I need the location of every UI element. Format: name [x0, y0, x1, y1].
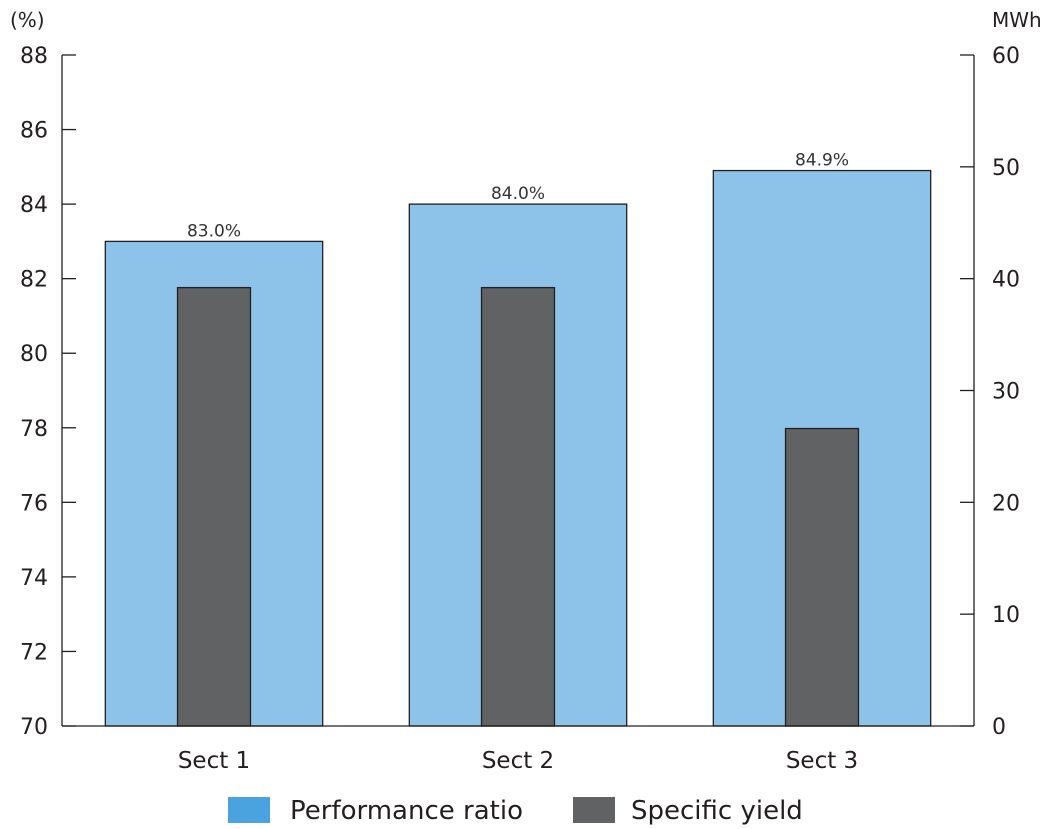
specific-yield-bar — [176, 286, 252, 727]
legend-label: Performance ratio — [290, 796, 523, 826]
right-axis-unit: MWh — [992, 8, 1042, 32]
left-tick-label: 88 — [20, 44, 48, 69]
performance-ratio-data-label: 84.9% — [795, 151, 849, 171]
left-tick-label: 72 — [20, 640, 48, 665]
right-tick-label: 40 — [992, 268, 1020, 293]
right-tick-label: 50 — [992, 156, 1020, 181]
left-tick-label: 86 — [20, 119, 48, 144]
category-label: Sect 3 — [786, 748, 858, 774]
category-labels: Sect 1 Sect 2 Sect 3 — [178, 748, 858, 774]
legend-swatch — [228, 797, 270, 823]
legend: Performance ratio Specific yield — [228, 796, 803, 826]
left-axis-ticks: 70 72 74 76 78 80 82 84 86 88 — [20, 44, 76, 740]
category-label: Sect 2 — [482, 748, 554, 774]
right-tick-label: 10 — [992, 603, 1020, 628]
legend-swatch — [573, 797, 615, 823]
left-tick-label: 82 — [20, 268, 48, 293]
left-tick-label: 78 — [20, 417, 48, 442]
category-label: Sect 1 — [178, 748, 250, 774]
right-tick-label: 30 — [992, 380, 1020, 405]
performance-ratio-data-label: 84.0% — [491, 184, 545, 204]
specific-yield-bar — [784, 427, 860, 727]
left-tick-label: 74 — [20, 566, 48, 591]
legend-item-specific-yield: Specific yield — [573, 796, 803, 826]
data-labels-layer: 83.0% 84.0% 84.9% — [187, 151, 849, 242]
left-tick-label: 76 — [20, 491, 48, 516]
legend-label: Specific yield — [631, 796, 803, 826]
plot-area: 83.0% 84.0% 84.9% 70 72 74 76 78 80 82 84 86 88 0 10… — [20, 44, 1020, 774]
performance-ratio-data-label: 83.0% — [187, 221, 241, 241]
left-tick-label: 84 — [20, 193, 48, 218]
left-tick-label: 70 — [20, 715, 48, 740]
right-tick-label: 20 — [992, 491, 1020, 516]
right-tick-label: 0 — [992, 715, 1006, 740]
right-tick-label: 60 — [992, 44, 1020, 69]
left-axis-unit: (%) — [10, 8, 45, 32]
specific-yield-bar — [480, 286, 556, 727]
left-tick-label: 80 — [20, 342, 48, 367]
bars-layer — [104, 169, 932, 727]
right-axis-ticks: 0 10 20 30 40 50 60 — [960, 44, 1020, 740]
legend-item-performance-ratio: Performance ratio — [228, 796, 523, 826]
